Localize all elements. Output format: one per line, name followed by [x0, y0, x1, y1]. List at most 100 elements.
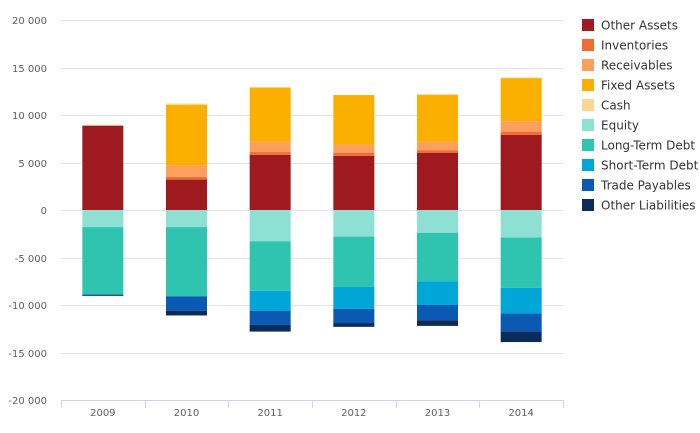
bar-fixed-assets-2011[interactable] [249, 87, 291, 142]
bar-other-assets-2013[interactable] [417, 153, 458, 210]
x-tick-label: 2010 [174, 408, 199, 419]
bar-other-liabilities-2013[interactable] [417, 320, 458, 326]
bar-other-liabilities-2010[interactable] [166, 310, 207, 316]
y-axis: 20 000 15 000 10 000 5 000 0 -5 000 -10 000 -15… [8, 16, 47, 407]
bar-trade-payables-2010[interactable] [166, 296, 207, 311]
bar-receivables-2014[interactable] [500, 121, 542, 132]
legend-label: Short-Term Debt [601, 159, 699, 173]
bar-equity-2013[interactable] [417, 210, 458, 233]
legend-label: Inventories [601, 39, 668, 53]
legend-swatch [582, 99, 594, 111]
bar-short-term-debt-2011[interactable] [249, 290, 291, 311]
bar-trade-payables-2014[interactable] [500, 313, 542, 332]
legend-item-trade-payables[interactable]: Trade Payables [582, 179, 691, 193]
x-axis: 2009 2010 2011 2012 2013 2014 [61, 400, 564, 419]
x-tick-label: 2013 [425, 408, 450, 419]
legend-label: Cash [601, 99, 631, 113]
bar-short-term-debt-2012[interactable] [333, 286, 375, 309]
bar-other-liabilities-2012[interactable] [333, 323, 375, 327]
y-tick-label: 5 000 [18, 159, 47, 170]
legend-label: Long-Term Debt [601, 139, 695, 153]
bar-inventories-2011[interactable] [249, 152, 291, 155]
y-tick-label: 15 000 [12, 64, 47, 75]
bar-long-term-debt-2011[interactable] [249, 241, 291, 291]
y-tick-label: -5 000 [15, 254, 47, 265]
legend-item-long-term-debt[interactable]: Long-Term Debt [582, 139, 695, 153]
legend-item-receivables[interactable]: Receivables [582, 59, 673, 73]
bar-trade-payables-2011[interactable] [249, 310, 291, 325]
legend-swatch [582, 59, 594, 71]
bar-equity-2014[interactable] [500, 210, 542, 238]
bar-long-term-debt-2012[interactable] [333, 236, 375, 287]
legend-swatch [582, 39, 594, 51]
legend-item-inventories[interactable]: Inventories [582, 39, 668, 53]
bar-long-term-debt-2013[interactable] [417, 232, 458, 282]
bar-equity-2012[interactable] [333, 210, 375, 237]
bar-long-term-debt-2014[interactable] [500, 237, 542, 288]
legend-item-short-term-debt[interactable]: Short-Term Debt [582, 159, 699, 173]
legend-item-fixed-assets[interactable]: Fixed Assets [582, 79, 675, 93]
y-tick-label: 0 [41, 206, 47, 217]
y-tick-label: -20 000 [8, 396, 47, 407]
bar-trade-payables-2012[interactable] [333, 308, 375, 324]
bars [82, 77, 542, 343]
bar-receivables-2013[interactable] [417, 141, 458, 151]
bar-long-term-debt-2009[interactable] [82, 227, 124, 295]
bar-fixed-assets-2012[interactable] [333, 95, 375, 145]
bar-other-assets-2010[interactable] [166, 179, 207, 210]
bar-short-term-debt-2014[interactable] [500, 287, 542, 314]
legend-label: Equity [601, 119, 639, 133]
legend-label: Other Assets [601, 19, 678, 33]
y-tick-label: -10 000 [8, 301, 47, 312]
bar-other-liabilities-2014[interactable] [500, 331, 542, 343]
legend-item-other-assets[interactable]: Other Assets [582, 19, 678, 33]
legend-item-equity[interactable]: Equity [582, 119, 639, 133]
bar-cash-2013[interactable] [417, 94, 458, 96]
bar-fixed-assets-2010[interactable] [166, 105, 207, 166]
legend-swatch [582, 159, 594, 171]
bar-inventories-2010[interactable] [166, 176, 207, 180]
bar-equity-2011[interactable] [249, 210, 291, 242]
legend-swatch [582, 119, 594, 131]
bar-cash-2014[interactable] [500, 77, 542, 79]
bar-other-assets-2012[interactable] [333, 155, 375, 210]
bar-receivables-2011[interactable] [249, 141, 291, 153]
bar-other-assets-2011[interactable] [249, 154, 291, 210]
legend-swatch [582, 139, 594, 151]
bar-receivables-2010[interactable] [166, 165, 207, 177]
y-tick-label: 10 000 [12, 111, 47, 122]
legend: Other Assets Inventories Receivables Fixed … [582, 19, 699, 213]
bar-cash-2010[interactable] [166, 103, 207, 106]
bar-other-assets-2014[interactable] [500, 134, 542, 210]
legend-item-cash[interactable]: Cash [582, 99, 631, 113]
bar-receivables-2012[interactable] [333, 144, 375, 153]
y-tick-label: -15 000 [8, 349, 47, 360]
bar-inventories-2012[interactable] [333, 153, 375, 156]
y-tick-label: 20 000 [12, 16, 47, 27]
bar-other-liabilities-2011[interactable] [249, 324, 291, 332]
x-tick-label: 2011 [257, 408, 282, 419]
x-tick-label: 2014 [508, 408, 533, 419]
legend-label: Trade Payables [600, 179, 691, 193]
bar-short-term-debt-2013[interactable] [417, 281, 458, 305]
legend-swatch [582, 79, 594, 91]
x-tick-label: 2009 [90, 408, 115, 419]
bar-long-term-debt-2010[interactable] [166, 227, 207, 297]
legend-item-other-liabilities[interactable]: Other Liabilities [582, 199, 696, 213]
bar-inventories-2013[interactable] [417, 150, 458, 153]
bar-equity-2010[interactable] [166, 210, 207, 228]
legend-label: Receivables [601, 59, 673, 73]
bar-other-liabilities-2009[interactable] [82, 295, 124, 296]
bar-cash-2009[interactable] [82, 124, 124, 126]
bar-inventories-2014[interactable] [500, 131, 542, 135]
bar-trade-payables-2009[interactable] [82, 294, 124, 296]
legend-swatch [582, 199, 594, 211]
bar-fixed-assets-2013[interactable] [417, 95, 458, 142]
bar-equity-2009[interactable] [82, 210, 124, 228]
bar-fixed-assets-2014[interactable] [500, 77, 542, 122]
grid [61, 20, 563, 401]
bar-trade-payables-2013[interactable] [417, 305, 458, 321]
bar-other-assets-2009[interactable] [82, 125, 124, 210]
